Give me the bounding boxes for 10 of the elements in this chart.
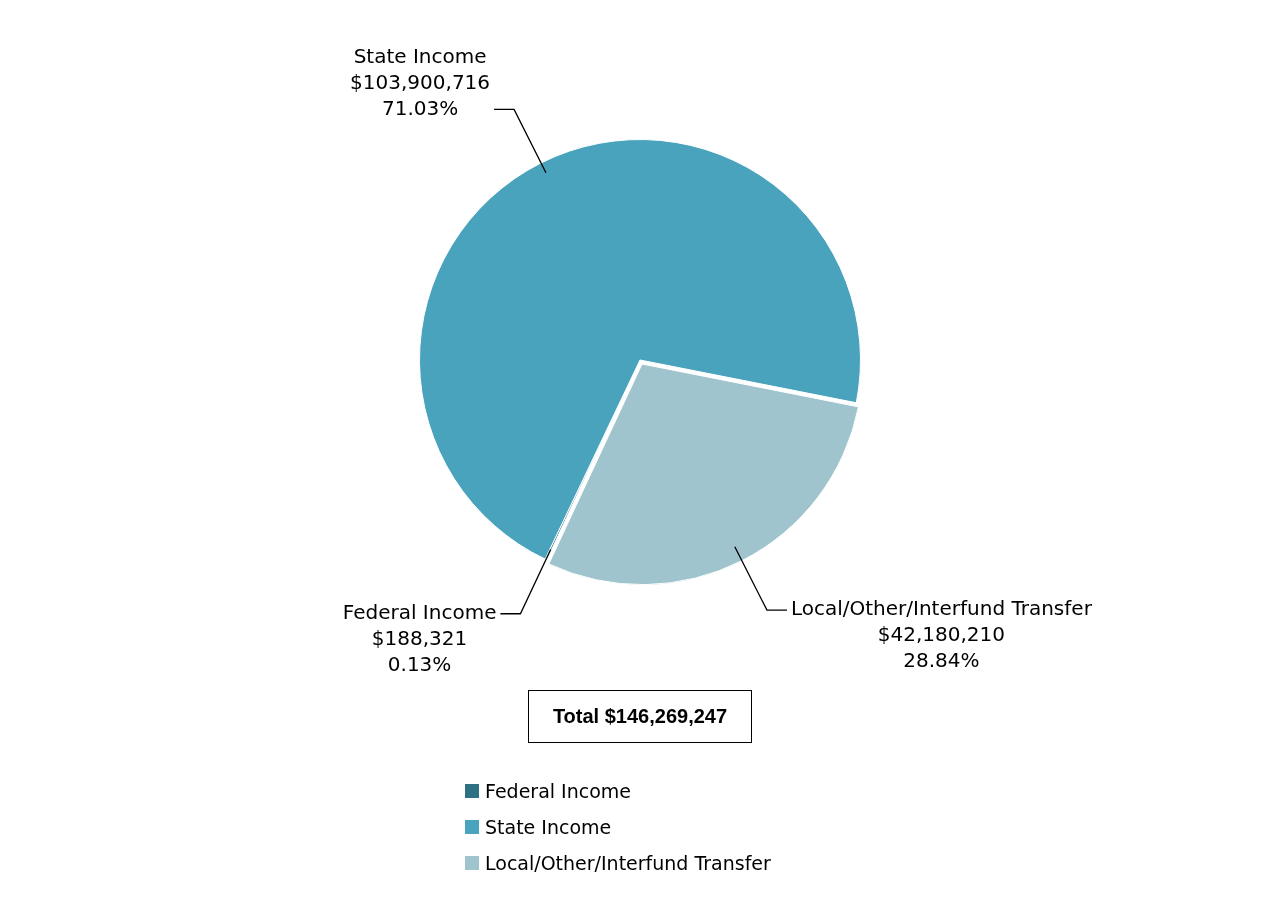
text: Total $146,269,247 <box>527 690 753 743</box>
data-label: $188,321 0.13% <box>371 625 468 676</box>
slice-label: Local/Other/Interfund Transfer <box>790 596 1093 621</box>
legend-label: Local/Other/Interfund Transfer <box>485 852 771 874</box>
legend-label: State Income <box>485 816 612 838</box>
legend-label: Federal Income <box>485 780 632 802</box>
data-label: $42,180,210 28.84% <box>877 622 1006 673</box>
slice-label: State Income <box>353 43 487 68</box>
slice-label: Federal Income <box>342 599 497 624</box>
data-label: $103,900,716 71.03% <box>350 69 491 120</box>
